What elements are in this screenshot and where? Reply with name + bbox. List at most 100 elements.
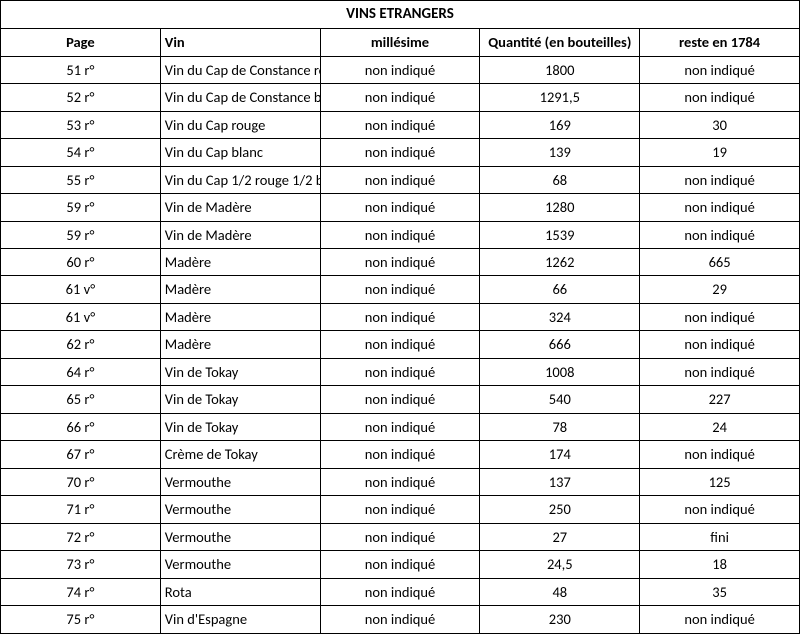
table-row: 67 r°Crème de Tokaynon indiqué174non ind… [1,441,800,468]
cell-page: 55 r° [1,166,161,193]
cell-millesime: non indiqué [320,551,480,578]
table-row: 59 r°Vin de Madèrenon indiqué1539non ind… [1,221,800,248]
table-row: 54 r°Vin du Cap blancnon indiqué13919 [1,139,800,166]
cell-quantite: 324 [480,303,640,330]
table-row: 55 r°Vin du Cap 1/2 rouge 1/2 blancnon i… [1,166,800,193]
cell-page: 54 r° [1,139,161,166]
cell-reste: 24 [640,413,800,440]
cell-quantite: 27 [480,523,640,550]
cell-page: 66 r° [1,413,161,440]
cell-reste: non indiqué [640,331,800,358]
cell-quantite: 250 [480,496,640,523]
cell-millesime: non indiqué [320,413,480,440]
cell-reste: non indiqué [640,194,800,221]
cell-page: 64 r° [1,358,161,385]
cell-vin: Vin du Cap rouge [160,111,320,138]
cell-reste: 30 [640,111,800,138]
cell-reste: fini [640,523,800,550]
cell-reste: non indiqué [640,358,800,385]
cell-page: 61 v° [1,276,161,303]
table-row: 75 r°Vin d'Espagnenon indiqué230non indi… [1,606,800,633]
cell-reste: non indiqué [640,56,800,83]
table-row: 74 r°Rotanon indiqué4835 [1,578,800,605]
table-row: 71 r°Vermouthenon indiqué250non indiqué [1,496,800,523]
cell-vin: Vermouthe [160,468,320,495]
cell-page: 65 r° [1,386,161,413]
cell-quantite: 1262 [480,249,640,276]
cell-quantite: 78 [480,413,640,440]
cell-quantite: 230 [480,606,640,633]
cell-page: 51 r° [1,56,161,83]
cell-vin: Vin du Cap de Constance rouge [160,56,320,83]
cell-vin: Rota [160,578,320,605]
cell-quantite: 24,5 [480,551,640,578]
table-row: 66 r°Vin de Tokaynon indiqué7824 [1,413,800,440]
cell-vin: Madère [160,249,320,276]
cell-reste: non indiqué [640,441,800,468]
cell-vin: Madère [160,331,320,358]
table-row: 61 v°Madèrenon indiqué324non indiqué [1,303,800,330]
table-row: 72 r°Vermouthenon indiqué27fini [1,523,800,550]
cell-reste: non indiqué [640,303,800,330]
cell-page: 71 r° [1,496,161,523]
cell-page: 67 r° [1,441,161,468]
cell-reste: 19 [640,139,800,166]
cell-vin: Vin de Madère [160,221,320,248]
cell-vin: Vin de Tokay [160,413,320,440]
cell-millesime: non indiqué [320,578,480,605]
cell-quantite: 174 [480,441,640,468]
cell-page: 62 r° [1,331,161,358]
cell-quantite: 1280 [480,194,640,221]
table-title: VINS ETRANGERS [1,1,800,29]
cell-millesime: non indiqué [320,276,480,303]
table-row: 60 r°Madèrenon indiqué1262665 [1,249,800,276]
cell-reste: non indiqué [640,166,800,193]
cell-millesime: non indiqué [320,139,480,166]
cell-vin: Vermouthe [160,551,320,578]
cell-page: 61 v° [1,303,161,330]
cell-millesime: non indiqué [320,249,480,276]
cell-millesime: non indiqué [320,221,480,248]
cell-quantite: 137 [480,468,640,495]
cell-quantite: 1539 [480,221,640,248]
cell-page: 73 r° [1,551,161,578]
cell-millesime: non indiqué [320,386,480,413]
table-row: 73 r°Vermouthenon indiqué24,518 [1,551,800,578]
cell-quantite: 48 [480,578,640,605]
cell-millesime: non indiqué [320,111,480,138]
cell-page: 72 r° [1,523,161,550]
table-row: 51 r°Vin du Cap de Constance rouge non in… [1,56,800,83]
cell-reste: non indiqué [640,496,800,523]
table-row: 70 r°Vermouthenon indiqué137125 [1,468,800,495]
col-header-reste: reste en 1784 [640,29,800,56]
cell-reste: 35 [640,578,800,605]
cell-reste: non indiqué [640,221,800,248]
cell-vin: Vermouthe [160,523,320,550]
cell-millesime: non indiqué [320,606,480,633]
cell-page: 52 r° [1,84,161,111]
wines-table: VINS ETRANGERS Page Vin millésime Quanti… [0,0,800,634]
cell-quantite: 139 [480,139,640,166]
cell-vin: Crème de Tokay [160,441,320,468]
cell-page: 60 r° [1,249,161,276]
table-row: 65 r°Vin de Tokaynon indiqué540227 [1,386,800,413]
cell-vin: Vin d'Espagne [160,606,320,633]
table-container: VINS ETRANGERS Page Vin millésime Quanti… [0,0,800,634]
cell-millesime: non indiqué [320,84,480,111]
cell-quantite: 1800 [480,56,640,83]
cell-millesime: non indiqué [320,441,480,468]
cell-page: 70 r° [1,468,161,495]
cell-vin: Vermouthe [160,496,320,523]
header-row: Page Vin millésime Quantité (en bouteill… [1,29,800,56]
cell-page: 74 r° [1,578,161,605]
cell-page: 59 r° [1,194,161,221]
col-header-quantite: Quantité (en bouteilles) [480,29,640,56]
cell-reste: 125 [640,468,800,495]
cell-millesime: non indiqué [320,358,480,385]
cell-page: 75 r° [1,606,161,633]
cell-reste: 18 [640,551,800,578]
col-header-millesime: millésime [320,29,480,56]
cell-quantite: 68 [480,166,640,193]
table-row: 62 r°Madèrenon indiqué666non indiqué [1,331,800,358]
cell-millesime: non indiqué [320,303,480,330]
